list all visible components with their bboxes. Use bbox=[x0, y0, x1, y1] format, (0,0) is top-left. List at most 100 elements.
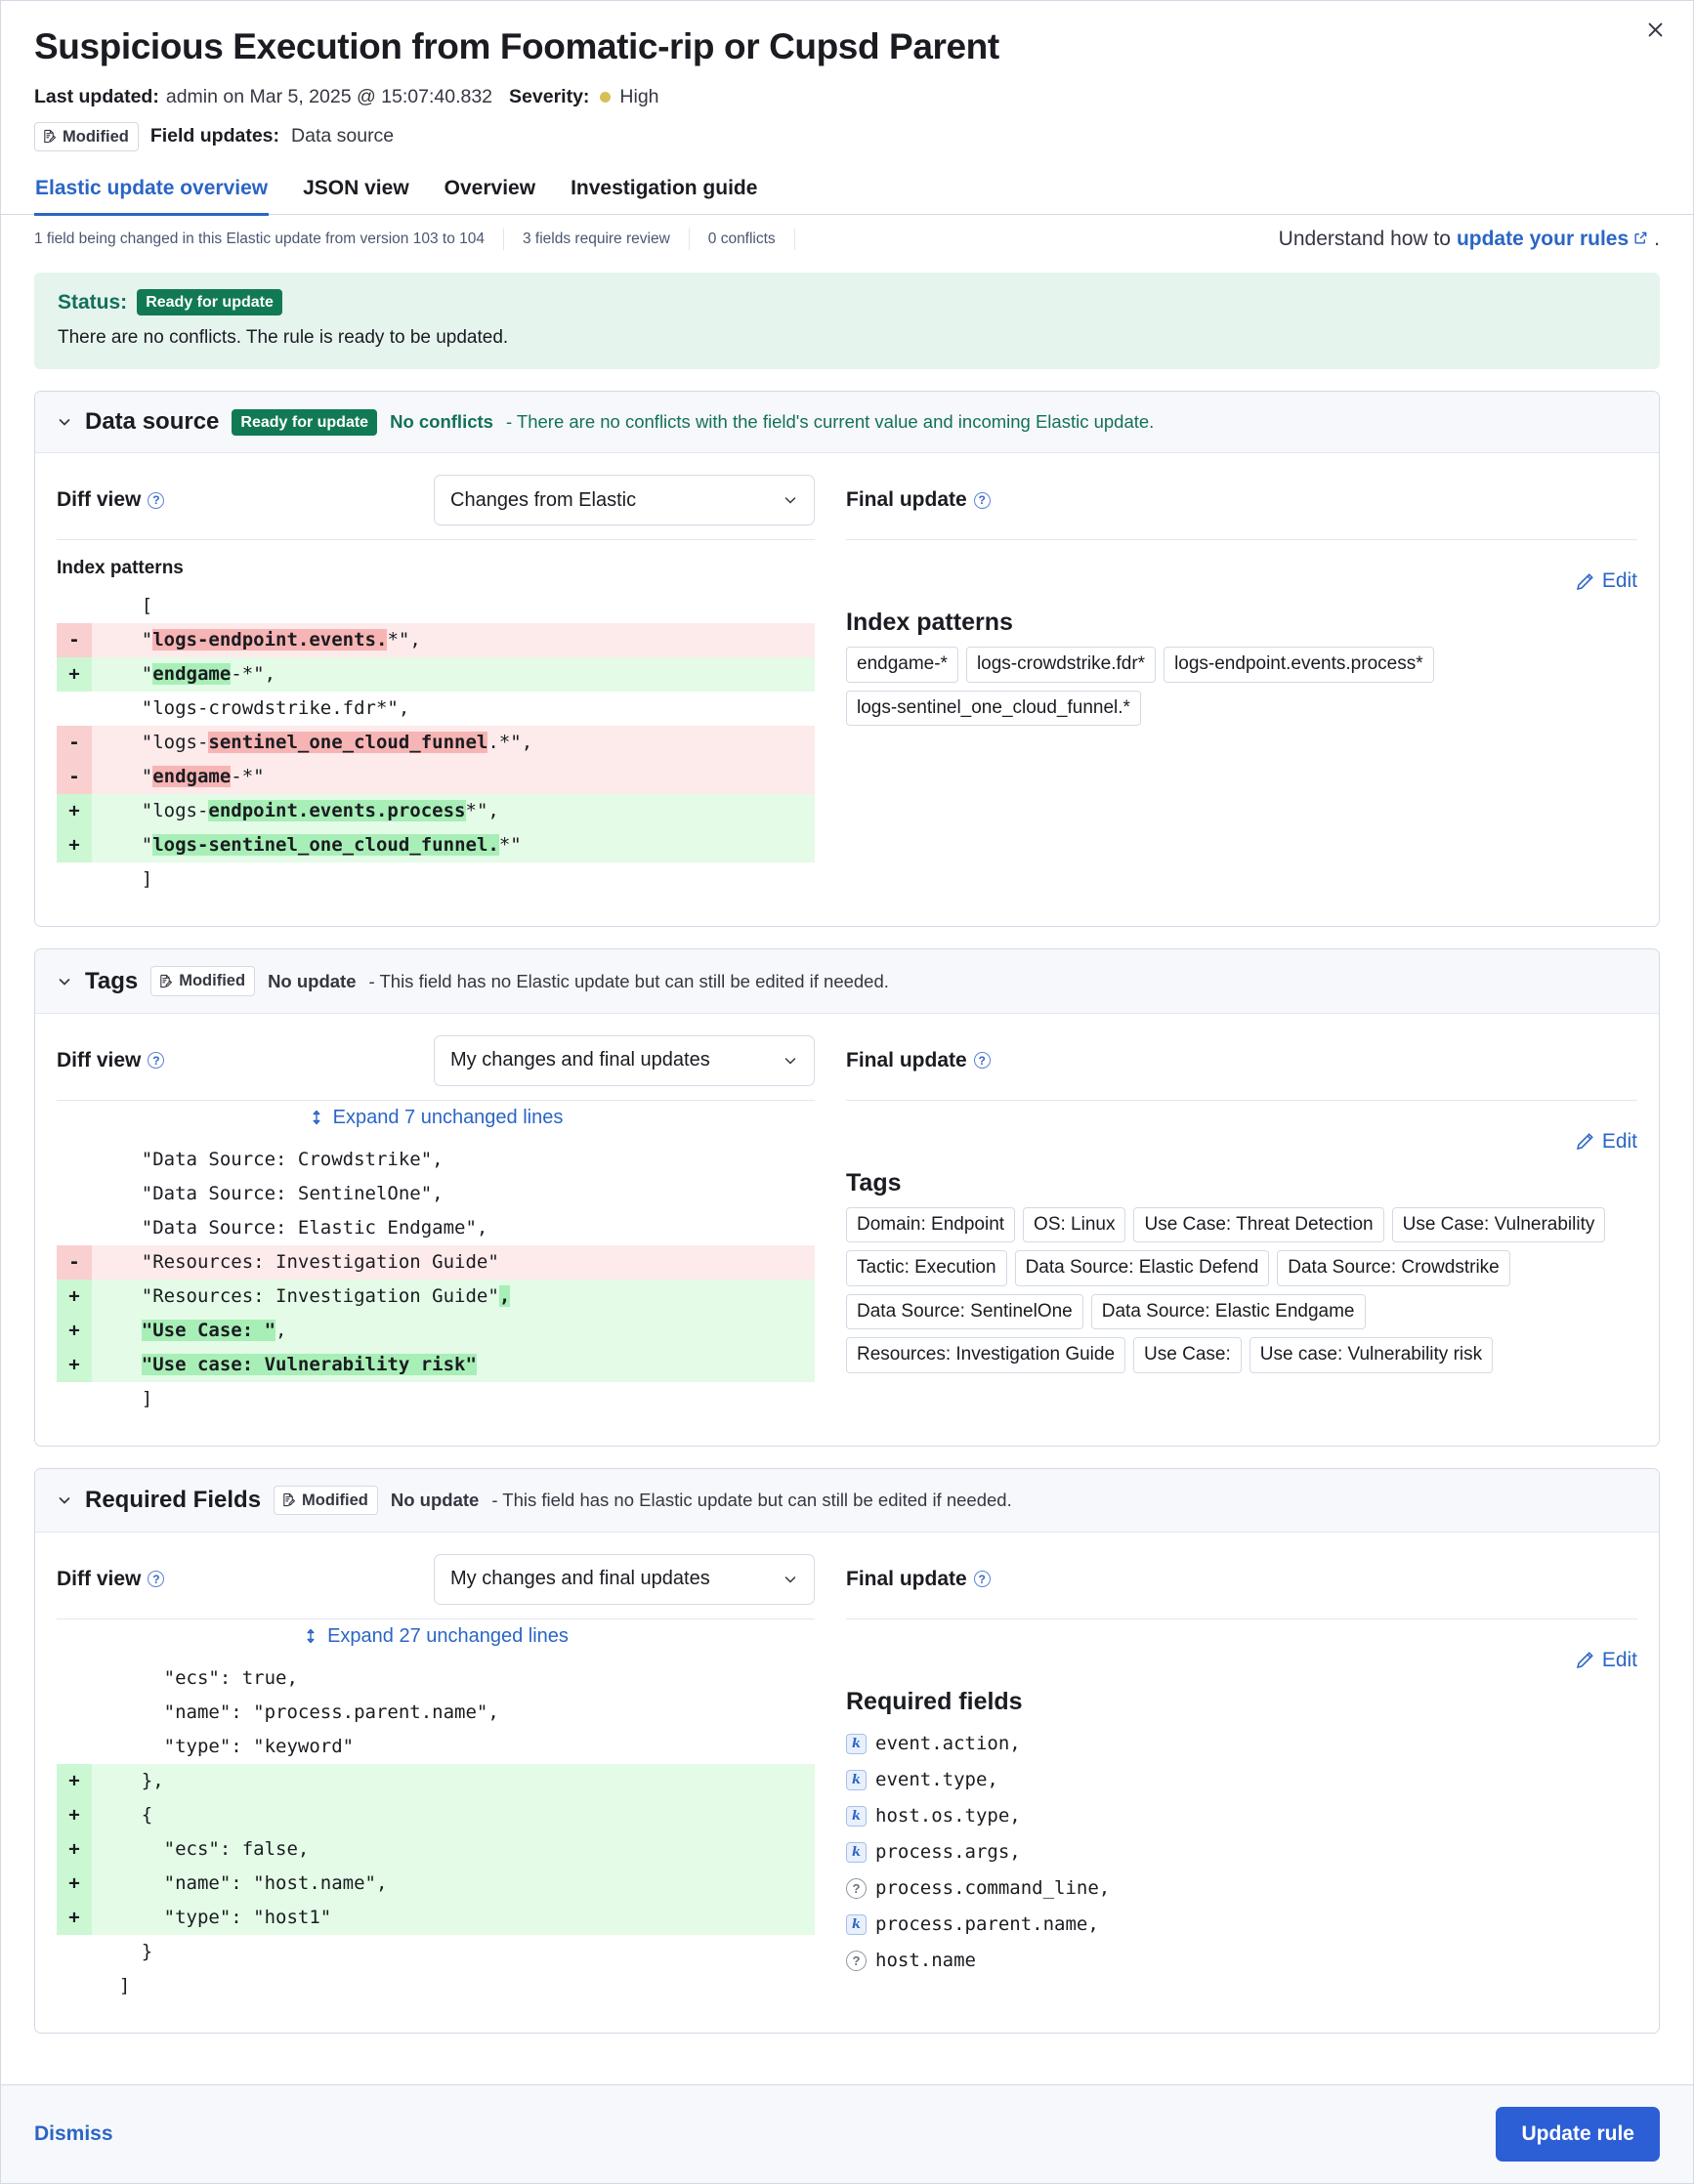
diff-line-code: "Resources: Investigation Guide" bbox=[97, 1250, 499, 1273]
section-header-tags[interactable]: Tags Modified No update - This field has… bbox=[35, 949, 1659, 1014]
diff-line-code: "name": "process.parent.name", bbox=[97, 1701, 499, 1723]
tab-investigation-guide[interactable]: Investigation guide bbox=[571, 176, 758, 199]
diff-line-gutter bbox=[57, 1211, 92, 1245]
diff-column: Diff view ? My changes and final updates bbox=[35, 1014, 836, 1446]
diff-line-code: "Data Source: Crowdstrike", bbox=[97, 1148, 444, 1170]
section-state-label: No conflicts bbox=[390, 411, 493, 433]
help-icon[interactable]: ? bbox=[973, 491, 991, 509]
help-icon[interactable]: ? bbox=[148, 1052, 165, 1070]
diff-line-added: + }, bbox=[57, 1763, 815, 1798]
diff-line-added: + { bbox=[57, 1797, 815, 1832]
edit-button[interactable]: Edit bbox=[1576, 569, 1637, 593]
diff-view-label-group: Diff view ? bbox=[57, 1049, 165, 1072]
value-chip: logs-endpoint.events.process* bbox=[1164, 647, 1434, 683]
tab-elastic-update-overview[interactable]: Elastic update overview bbox=[34, 171, 270, 216]
diff-line-code: "endgame-*" bbox=[97, 766, 265, 788]
modified-badge-label: Modified bbox=[179, 972, 246, 990]
update-your-rules-label: update your rules bbox=[1456, 227, 1630, 250]
chevron-down-icon[interactable] bbox=[57, 1492, 72, 1508]
status-callout: Status: Ready for update There are no co… bbox=[34, 272, 1660, 370]
diff-line-context: "Data Source: Elastic Endgame", bbox=[57, 1211, 815, 1245]
final-update-label: Final update bbox=[846, 1048, 967, 1071]
value-chip: Domain: Endpoint bbox=[846, 1206, 1016, 1243]
required-field-label: process.parent.name, bbox=[875, 1912, 1099, 1935]
diff-line-gutter bbox=[57, 589, 92, 623]
unknown-field-icon: ? bbox=[846, 1877, 867, 1899]
diff-view-select[interactable]: My changes and final updates bbox=[434, 1034, 815, 1086]
chevron-down-icon[interactable] bbox=[57, 974, 72, 989]
tab-overview[interactable]: Overview bbox=[444, 176, 536, 199]
chevron-down-icon[interactable] bbox=[57, 414, 72, 430]
section-header-data-source[interactable]: Data source Ready for update No conflict… bbox=[35, 392, 1659, 454]
diff-sub-label: Index patterns bbox=[57, 558, 184, 579]
edit-label: Edit bbox=[1601, 1648, 1637, 1671]
diff-line-gutter: + bbox=[57, 1866, 92, 1901]
tab-bar: Elastic update overview JSON view Overvi… bbox=[1, 171, 1693, 216]
diff-line-code: "Resources: Investigation Guide", bbox=[97, 1284, 511, 1307]
final-update-label-group: Final update ? bbox=[846, 488, 991, 512]
diff-line-gutter: - bbox=[57, 1244, 92, 1280]
diff-line-gutter bbox=[57, 1696, 92, 1730]
tab-json-view[interactable]: JSON view bbox=[303, 176, 409, 199]
diff-line-code: "logs-sentinel_one_cloud_funnel.*", bbox=[97, 732, 533, 754]
diff-line-context: [ bbox=[57, 589, 815, 623]
required-field-label: process.command_line, bbox=[875, 1876, 1111, 1899]
diff-line-gutter: - bbox=[57, 623, 92, 658]
diff-line-context: "ecs": true, bbox=[57, 1661, 815, 1696]
diff-line-gutter: - bbox=[57, 760, 92, 795]
understand-rules-help: Understand how to update your rules . bbox=[1279, 228, 1660, 251]
value-chip: logs-crowdstrike.fdr* bbox=[965, 647, 1157, 683]
expand-unchanged-lines-button[interactable]: Expand 7 unchanged lines bbox=[57, 1101, 815, 1143]
diff-view-selected-value: My changes and final updates bbox=[450, 1568, 710, 1590]
understand-suffix: . bbox=[1654, 227, 1660, 250]
diff-line-removed: - "logs-endpoint.events.*", bbox=[57, 623, 815, 658]
severity-value: High bbox=[619, 85, 659, 107]
diff-block: "Data Source: Crowdstrike", "Data Source… bbox=[57, 1143, 815, 1416]
keyword-field-icon: k bbox=[846, 1841, 867, 1863]
diff-line-added: + "type": "host1" bbox=[57, 1900, 815, 1935]
diff-view-select[interactable]: Changes from Elastic bbox=[434, 475, 815, 526]
help-icon[interactable]: ? bbox=[148, 1571, 165, 1588]
diff-line-gutter: + bbox=[57, 794, 92, 829]
diff-line-added: + "Resources: Investigation Guide", bbox=[57, 1279, 815, 1314]
value-chip: Data Source: Crowdstrike bbox=[1277, 1250, 1510, 1286]
diff-line-added: + "name": "host.name", bbox=[57, 1866, 815, 1901]
dismiss-button[interactable]: Dismiss bbox=[34, 2121, 113, 2145]
help-icon[interactable]: ? bbox=[148, 491, 165, 509]
diff-line-context: "logs-crowdstrike.fdr*", bbox=[57, 692, 815, 726]
diff-line-added: + "Use Case: ", bbox=[57, 1313, 815, 1348]
update-rule-button[interactable]: Update rule bbox=[1496, 2106, 1660, 2162]
help-icon[interactable]: ? bbox=[973, 1571, 991, 1588]
close-icon[interactable] bbox=[1638, 13, 1672, 46]
diff-view-selected-value: Changes from Elastic bbox=[450, 488, 637, 511]
expand-unchanged-lines-button[interactable]: Expand 27 unchanged lines bbox=[57, 1619, 815, 1661]
edit-button[interactable]: Edit bbox=[1576, 1649, 1637, 1672]
diff-column: Diff view ? Changes from Elastic Index p… bbox=[35, 453, 836, 926]
value-chip: Data Source: SentinelOne bbox=[846, 1293, 1083, 1330]
diff-view-select[interactable]: My changes and final updates bbox=[434, 1553, 815, 1605]
diff-line-code: "Use Case: ", bbox=[141, 1319, 287, 1341]
chevron-down-icon bbox=[784, 1057, 796, 1065]
diff-line-gutter bbox=[57, 692, 92, 726]
required-field-row: k host.os.type, bbox=[846, 1798, 1637, 1834]
section-title: Data source bbox=[85, 408, 220, 436]
diff-line-code: }, bbox=[97, 1769, 164, 1791]
diff-line-gutter bbox=[57, 1382, 92, 1416]
diff-line-gutter: + bbox=[57, 657, 92, 693]
final-update-title: Required fields bbox=[846, 1687, 1023, 1715]
chevron-down-icon bbox=[784, 1576, 796, 1583]
help-icon[interactable]: ? bbox=[973, 1052, 991, 1070]
diff-line-code: "name": "host.name", bbox=[97, 1871, 388, 1894]
update-your-rules-link[interactable]: update your rules bbox=[1457, 228, 1648, 251]
diff-line-gutter: - bbox=[57, 726, 92, 761]
diff-line-code: "endgame-*", bbox=[97, 663, 276, 686]
section-header-required-fields[interactable]: Required Fields Modified No update - Thi… bbox=[35, 1468, 1659, 1533]
update-summary-strip: 1 field being changed in this Elastic up… bbox=[1, 215, 1693, 261]
last-updated-value: admin on Mar 5, 2025 @ 15:07:40.832 bbox=[165, 85, 493, 107]
diff-line-code: "type": "host1" bbox=[97, 1906, 332, 1928]
final-update-column: Final update ? Edit Required fie bbox=[836, 1533, 1659, 2033]
required-field-label: event.action, bbox=[875, 1732, 1021, 1754]
diff-line-code: "logs-crowdstrike.fdr*", bbox=[97, 697, 410, 720]
required-field-row: k process.args, bbox=[846, 1834, 1637, 1870]
edit-button[interactable]: Edit bbox=[1576, 1130, 1637, 1154]
